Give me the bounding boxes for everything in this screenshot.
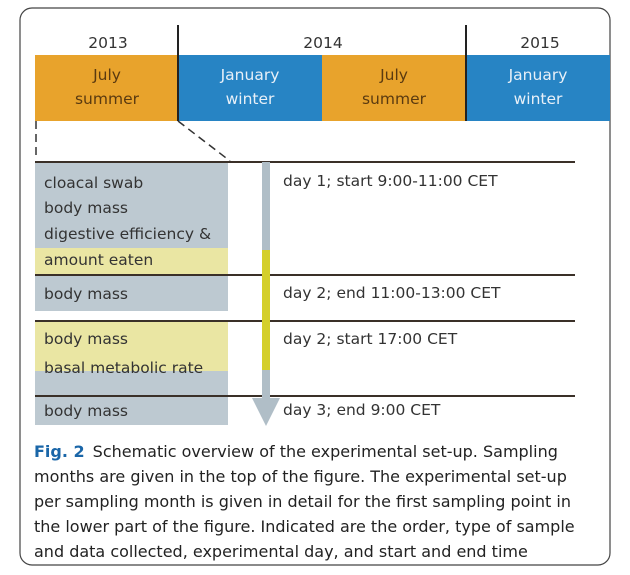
season: winter	[226, 90, 275, 108]
season: summer	[362, 90, 427, 108]
sample-zone	[35, 321, 228, 371]
caption-text: Schematic overview of the experimental s…	[93, 442, 558, 461]
period-box	[178, 55, 322, 121]
time-arrow	[262, 250, 270, 370]
sample: body mass	[44, 285, 128, 303]
caption-line: months are given in the top of the figur…	[34, 467, 567, 486]
period-box	[466, 55, 610, 121]
month: January	[220, 66, 280, 84]
season: summer	[75, 90, 140, 108]
sample: body mass	[44, 199, 128, 217]
season: winter	[514, 90, 563, 108]
sample: body mass	[44, 330, 128, 348]
month: July	[92, 66, 121, 84]
sample: basal metabolic rate	[44, 359, 203, 377]
caption-line: the lower part of the figure. Indicated …	[34, 517, 575, 536]
year: 2013	[88, 34, 127, 52]
day: day 3; end 9:00 CET	[283, 401, 441, 419]
caption-line: per sampling month is given in detail fo…	[34, 492, 571, 511]
sample-zone	[35, 248, 228, 275]
period-box	[35, 55, 178, 121]
month: January	[508, 66, 568, 84]
arrow-head	[252, 398, 280, 426]
sample-zone	[35, 275, 228, 311]
day: day 2; start 17:00 CET	[283, 330, 458, 348]
period-box	[322, 55, 466, 121]
sample: cloacal swab	[44, 174, 143, 192]
year: 2015	[520, 34, 559, 52]
time-arrow	[262, 162, 270, 250]
sample: digestive efficiency &	[44, 225, 211, 243]
year: 2014	[303, 34, 342, 52]
sample-zone	[35, 162, 228, 248]
frame	[19, 7, 611, 566]
zoom-line	[177, 120, 231, 162]
sample-zone	[35, 371, 228, 425]
month: July	[379, 66, 408, 84]
sample: body mass	[44, 402, 128, 420]
day: day 2; end 11:00-13:00 CET	[283, 284, 501, 302]
sample: amount eaten	[44, 251, 153, 269]
time-arrow	[262, 370, 270, 400]
caption-line: and data collected, experimental day, an…	[34, 542, 528, 561]
day: day 1; start 9:00-11:00 CET	[283, 172, 498, 190]
caption-line: Fig. 2 Schematic overview of the experime…	[34, 442, 558, 461]
caption-label: Fig. 2	[34, 442, 85, 461]
